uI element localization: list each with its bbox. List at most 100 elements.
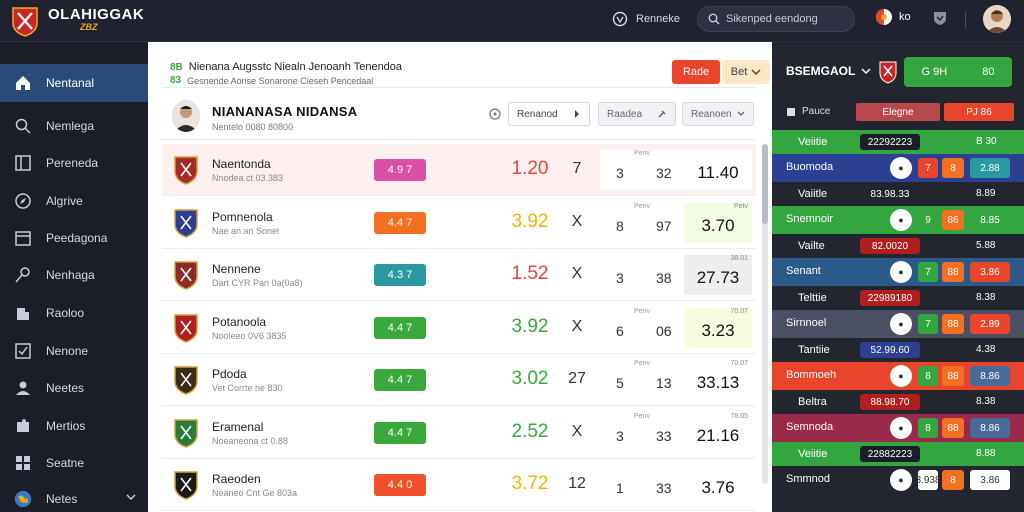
right-team-row[interactable]: Sirnnoel ● 7 88 2.89 [772, 310, 1024, 338]
result-cell[interactable]: 38.01 27.73 [684, 255, 752, 295]
filter-select-2[interactable]: Raadea [598, 102, 676, 126]
odds-pill[interactable]: 4.3 7 [374, 264, 426, 286]
team-name[interactable]: Potanoola [212, 315, 267, 329]
right-team-row[interactable]: Semnoda ● 8 88 8.86 [772, 414, 1024, 442]
draw-value[interactable]: X [571, 423, 583, 440]
sidebar-item-checkbox[interactable]: Nenone [0, 332, 148, 370]
match-row[interactable]: Eramenal Noeaneona ct 0.88 4.4 7 2.52 X Penv 3… [162, 407, 756, 459]
odds-pill[interactable]: 4.4 7 [374, 422, 426, 444]
scrollbar[interactable] [762, 144, 768, 484]
odds-value[interactable]: 3.92 [511, 316, 549, 337]
right-team-row[interactable]: Snemnoir ● 9 86 8.85 [772, 206, 1024, 234]
draw-value[interactable]: 12 [568, 475, 586, 492]
match-row[interactable]: Naentonda Nnodea ct 03.383 4.9 7 1.20 7 Penv 3… [162, 144, 756, 196]
odds-value[interactable]: 3.92 [511, 211, 549, 232]
right-sub-pill-2[interactable]: PJ 86 [944, 103, 1014, 121]
result-cell[interactable]: 11.40 [684, 150, 752, 190]
match-row[interactable]: Raeoden Neaneo Cnt Ge 803a 4.4 0 3.72 12 1 33 3… [162, 459, 756, 511]
odds-chip-c[interactable]: 2.88 [970, 158, 1010, 178]
sidebar-item-building[interactable]: Raoloo [0, 294, 148, 332]
team-name[interactable]: Raeoden [212, 472, 261, 486]
result-cell[interactable]: 3.76 [684, 465, 752, 505]
sidebar-item-key[interactable]: Nenhaga [0, 256, 148, 294]
right-sub-pill-1[interactable]: Elegne [856, 103, 940, 121]
team-name[interactable]: Pomnenola [212, 210, 273, 224]
odds-chip-b[interactable]: 86 [942, 210, 964, 230]
odds-value[interactable]: 3.02 [511, 368, 549, 389]
match-row[interactable]: Pomnenola Nae an an Sonel 4.4 7 3.92 X Penv 8 9… [162, 197, 756, 249]
sidebar-item-search[interactable]: Nemlega [0, 107, 148, 145]
odds-chip-a[interactable]: 3.938 [915, 470, 941, 490]
odds-chip-a[interactable]: 7 [918, 262, 938, 282]
right-team-row[interactable]: Buomoda ● 7 8 2.88 [772, 154, 1024, 182]
bet-button[interactable]: Bet [722, 60, 770, 84]
result-cell[interactable]: 70.07 3.23 [684, 308, 752, 348]
language-selector[interactable]: ko [875, 8, 911, 26]
right-team-row[interactable]: Bommoeh ● 8 88 8.86 [772, 362, 1024, 390]
profile-avatar[interactable] [172, 100, 200, 132]
right-stat-row[interactable]: Vailte 82.0020 5.88 [772, 234, 1024, 258]
draw-value[interactable]: X [571, 318, 583, 335]
odds-chip-b[interactable]: 88 [942, 366, 964, 386]
team-name[interactable]: Eramenal [212, 420, 264, 434]
right-stat-row[interactable]: Beltra 88.98.70 8.38 [772, 390, 1024, 414]
scrollbar-thumb[interactable] [762, 144, 768, 224]
right-stat-row[interactable]: Veiitie 22882223 8.88 [772, 442, 1024, 466]
result-cell[interactable]: Petv 3.70 [684, 203, 752, 243]
odds-chip-c[interactable]: 8.85 [970, 210, 1010, 230]
team-name[interactable]: Nennene [212, 262, 261, 276]
odds-chip-a[interactable]: 9 [918, 210, 938, 230]
odds-pill[interactable]: 4.9 7 [374, 159, 426, 181]
match-row[interactable]: Nennene Dart CYR Pan 0a(0a8) 4.3 7 1.52 X 3 38… [162, 249, 756, 301]
top-nav-link[interactable]: Renneke [612, 10, 680, 28]
odds-value[interactable]: 1.52 [511, 263, 549, 284]
odds-chip-b[interactable]: 88 [942, 262, 964, 282]
logo-icon[interactable] [10, 5, 40, 37]
draw-value[interactable]: X [571, 265, 583, 282]
match-row[interactable]: Pdoda Vet Corrte ne 830 4.4 7 3.02 27 Penv 5 13… [162, 354, 756, 406]
sidebar-item-columns[interactable]: Pereneda [0, 144, 148, 182]
odds-chip-a[interactable]: 7 [918, 158, 938, 178]
team-name[interactable]: Naentonda [212, 157, 271, 171]
odds-chip-b[interactable]: 8 [942, 470, 964, 490]
odds-chip-c[interactable]: 3.86 [970, 470, 1010, 490]
sidebar-item-users[interactable]: Neetes [0, 369, 148, 407]
right-stat-row[interactable]: Telttie 22989180 8.38 [772, 286, 1024, 310]
right-stat-row[interactable]: Veiitie 22292223 B 30 [772, 130, 1024, 154]
badge-icon[interactable] [932, 10, 948, 26]
odds-pill[interactable]: 4.4 7 [374, 369, 426, 391]
sidebar-item-globe[interactable]: Netes [0, 480, 148, 512]
odds-chip-b[interactable]: 88 [942, 314, 964, 334]
odds-value[interactable]: 2.52 [511, 421, 549, 442]
odds-chip-c[interactable]: 8.86 [970, 418, 1010, 438]
draw-value[interactable]: X [571, 213, 583, 230]
odds-chip-b[interactable]: 8 [942, 158, 964, 178]
filter-select-3[interactable]: Reanoen [682, 102, 754, 126]
odds-chip-a[interactable]: 7 [918, 314, 938, 334]
result-cell[interactable]: 70.07 33.13 [684, 360, 752, 400]
right-action-button[interactable]: G 9H 80 [904, 57, 1012, 87]
sidebar-item-home[interactable]: Nentanal [0, 64, 148, 102]
odds-chip-b[interactable]: 88 [942, 418, 964, 438]
odds-chip-c[interactable]: 3.86 [970, 262, 1010, 282]
odds-chip-a[interactable]: 8 [918, 366, 938, 386]
odds-chip-c[interactable]: 8.86 [970, 366, 1010, 386]
right-stat-row[interactable]: Tantiie 52.99.60 4.38 [772, 338, 1024, 362]
odds-pill[interactable]: 4.4 0 [374, 474, 426, 496]
match-row[interactable]: Potanoola Nooleeo 0V6 3835 4.4 7 3.92 X Penv 6… [162, 302, 756, 354]
sidebar-item-compass[interactable]: Algrive [0, 182, 148, 220]
right-stat-row[interactable]: Vaiitle 83.98.33 8.89 [772, 182, 1024, 206]
user-avatar[interactable] [983, 5, 1011, 33]
draw-value[interactable]: 7 [572, 160, 582, 177]
sidebar-item-calendar[interactable]: Peedagona [0, 219, 148, 257]
result-cell[interactable]: 78.05 21.16 [684, 413, 752, 453]
odds-value[interactable]: 1.20 [511, 158, 549, 179]
primary-button[interactable]: Rade [672, 60, 720, 84]
odds-pill[interactable]: 4.4 7 [374, 212, 426, 234]
odds-pill[interactable]: 4.4 7 [374, 317, 426, 339]
filter-select-1[interactable]: Renanod [508, 102, 590, 126]
info-icon[interactable] [489, 108, 501, 120]
sidebar-item-puzzle[interactable]: Mertios [0, 407, 148, 445]
right-team-row[interactable]: Smmnod ● 3.938 8 3.86 [772, 466, 1024, 494]
right-team-row[interactable]: Senant ● 7 88 3.86 [772, 258, 1024, 286]
